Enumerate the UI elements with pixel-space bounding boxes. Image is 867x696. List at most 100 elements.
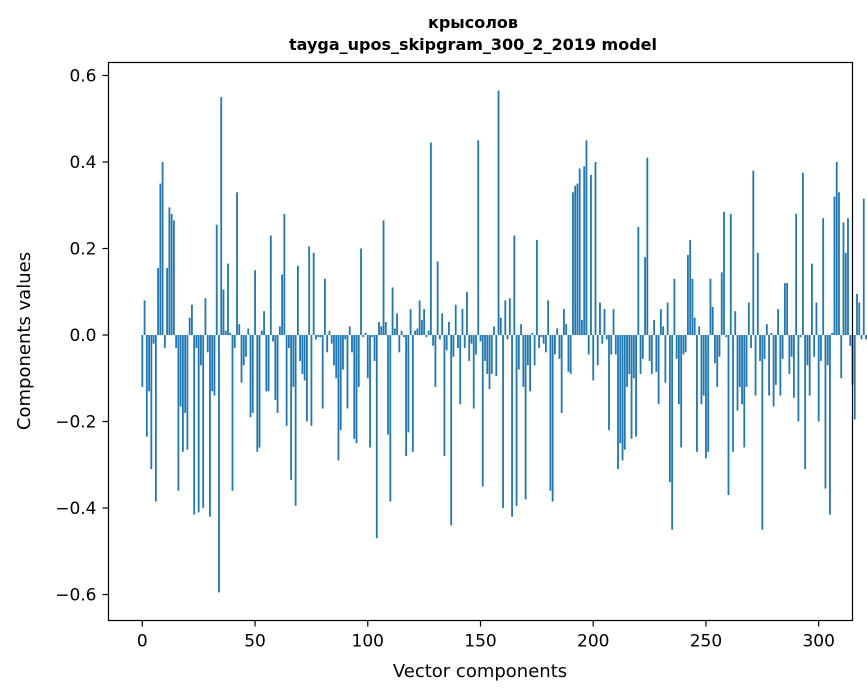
bar <box>680 335 683 448</box>
bar <box>835 161 838 336</box>
bar <box>502 335 504 509</box>
bar <box>594 161 597 336</box>
y-tick-label: −0.2 <box>55 413 96 433</box>
x-tick-label: 200 <box>577 632 609 652</box>
bar <box>705 335 707 459</box>
bar <box>452 335 455 357</box>
bar <box>321 335 324 409</box>
y-tick-label: 0.2 <box>69 240 96 260</box>
bar <box>312 252 315 336</box>
bar <box>752 170 755 336</box>
bar <box>853 335 856 420</box>
bar <box>141 335 144 387</box>
bar <box>709 278 712 336</box>
bar <box>371 335 374 338</box>
bar <box>427 330 430 336</box>
bar <box>560 335 563 413</box>
bar <box>515 335 518 506</box>
y-axis-ticks: −0.6 −0.4 −0.2 0.0 0.2 0.4 0.6 <box>55 66 109 606</box>
bar <box>542 335 545 344</box>
bar <box>154 335 157 502</box>
bar <box>786 283 789 336</box>
bar <box>484 335 486 361</box>
bar <box>691 278 694 336</box>
bar <box>411 335 414 452</box>
bar <box>177 335 180 491</box>
bar <box>856 293 858 336</box>
bar <box>267 335 270 392</box>
bar <box>420 319 423 336</box>
bar <box>405 335 407 457</box>
bar <box>172 220 175 336</box>
bar <box>148 335 150 392</box>
bar <box>382 220 385 336</box>
bar <box>209 335 211 517</box>
bar <box>351 335 353 353</box>
bar <box>258 335 261 448</box>
bar <box>718 335 721 357</box>
x-axis-ticks: 0 50 100 150 200 250 300 <box>137 620 835 652</box>
bar <box>506 335 509 340</box>
bar <box>653 319 655 336</box>
bar <box>826 335 829 366</box>
bar <box>632 335 635 379</box>
bar <box>831 332 834 336</box>
bar <box>402 335 405 338</box>
bar <box>348 326 351 336</box>
bar <box>432 335 435 346</box>
bar <box>581 319 583 336</box>
bar <box>393 328 396 336</box>
bar <box>551 335 554 502</box>
bar <box>285 335 288 426</box>
bar <box>526 335 529 366</box>
bar <box>294 335 297 506</box>
bar <box>590 174 592 336</box>
bar <box>391 287 394 336</box>
y-tick-label: −0.4 <box>55 499 96 519</box>
bar <box>741 335 743 405</box>
x-axis-label: Vector components <box>393 661 567 682</box>
bar <box>362 335 365 338</box>
bar <box>698 326 701 336</box>
x-tick-label: 50 <box>244 632 266 652</box>
bar <box>204 298 207 336</box>
bar <box>335 335 338 379</box>
bar <box>436 261 439 336</box>
bar <box>342 335 344 370</box>
bar <box>229 332 232 336</box>
bar <box>774 335 777 385</box>
bar <box>862 198 865 336</box>
bar <box>450 335 453 526</box>
bar <box>558 335 561 359</box>
bar <box>687 254 689 336</box>
bar <box>563 309 565 336</box>
bar <box>188 317 191 336</box>
bar <box>364 332 367 336</box>
bar <box>637 226 640 336</box>
bar <box>671 335 674 530</box>
chart-title-line2: tayga_upos_skipgram_300_2_2019 model <box>289 35 657 54</box>
bar <box>145 335 148 437</box>
bar <box>531 332 534 336</box>
bar <box>409 309 412 336</box>
bar <box>723 211 725 336</box>
bar <box>163 335 166 348</box>
bar <box>206 335 209 353</box>
bar <box>170 213 173 336</box>
bar-series <box>141 90 867 593</box>
bar <box>254 270 256 336</box>
bar <box>655 335 658 372</box>
x-tick-label: 150 <box>464 632 496 652</box>
bar <box>576 183 579 336</box>
bar <box>303 335 306 381</box>
bar <box>813 335 816 357</box>
bar <box>623 335 626 450</box>
bar <box>197 335 200 513</box>
bar <box>795 213 798 336</box>
bar <box>792 335 795 398</box>
bar <box>387 335 389 435</box>
bar <box>459 335 462 405</box>
bar <box>380 326 383 336</box>
bar <box>759 335 761 361</box>
